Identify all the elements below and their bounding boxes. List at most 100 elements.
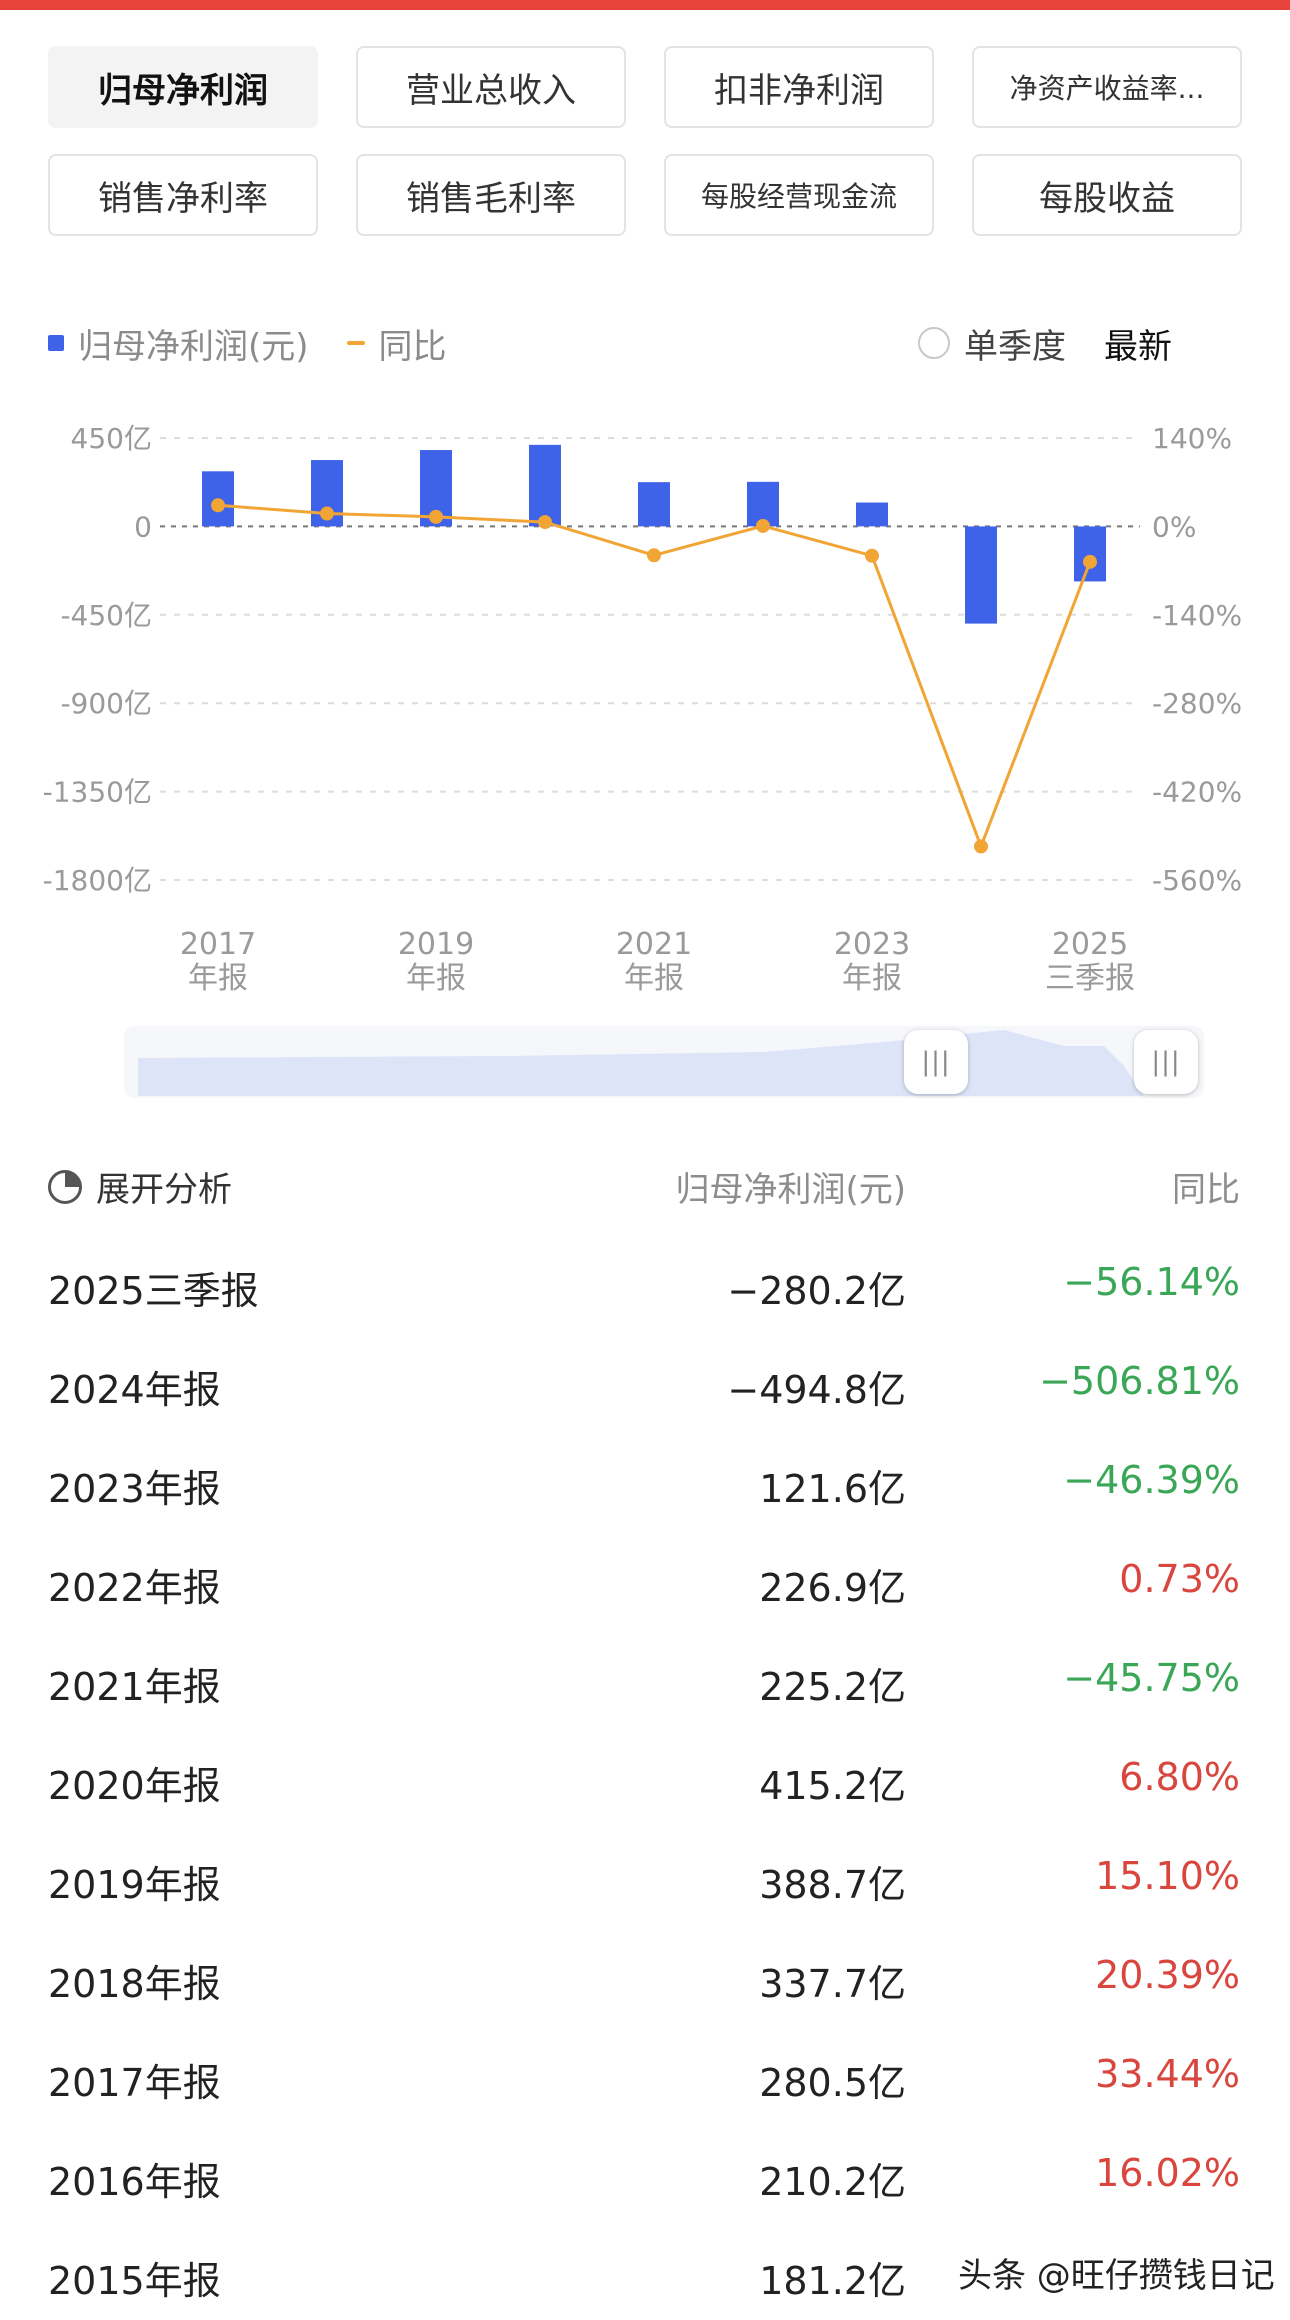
x-tick-year: 2025 bbox=[1052, 927, 1128, 962]
x-tick-year: 2021 bbox=[616, 927, 692, 962]
row-period: 2017年报 bbox=[48, 2061, 221, 2105]
row-period: 2016年报 bbox=[48, 2160, 221, 2204]
row-yoy: 0.73% bbox=[1119, 1557, 1240, 1601]
slider-preview bbox=[138, 1030, 1144, 1096]
row-period: 2022年报 bbox=[48, 1566, 221, 1610]
row-period: 2018年报 bbox=[48, 1962, 221, 2006]
single-quarter-radio[interactable] bbox=[918, 327, 950, 359]
tab-net-margin[interactable]: 销售净利率 bbox=[48, 154, 318, 236]
bar-legend-label: 归母净利润(元) bbox=[78, 326, 309, 367]
row-period: 2025三季报 bbox=[48, 1269, 259, 1313]
x-tick-year: 2023 bbox=[834, 927, 910, 962]
row-yoy: 6.80% bbox=[1119, 1755, 1240, 1799]
profit-bar bbox=[529, 444, 561, 527]
y-left-tick-label: -900亿 bbox=[60, 687, 152, 720]
yoy-point bbox=[865, 548, 879, 563]
single-quarter-label[interactable]: 单季度 bbox=[964, 326, 1066, 367]
tab-gross-margin[interactable]: 销售毛利率 bbox=[356, 154, 626, 236]
y-right-tick-label: 0% bbox=[1152, 510, 1196, 543]
x-tick-year: 2017 bbox=[180, 927, 256, 962]
range-slider[interactable]: ||| ||| bbox=[124, 1026, 1204, 1098]
table-row: 2019年报 388.7亿 15.10% bbox=[48, 1830, 1240, 1920]
yoy-point bbox=[1083, 554, 1097, 569]
table-row: 2015年报 181.2亿 bbox=[48, 2226, 1240, 2316]
row-yoy: −45.75% bbox=[1063, 1656, 1240, 1700]
row-yoy: −506.81% bbox=[1039, 1359, 1240, 1403]
y-right-tick-label: 140% bbox=[1152, 422, 1232, 455]
row-value: 280.5亿 bbox=[759, 2061, 906, 2105]
tab-roe[interactable]: 净资产收益率... bbox=[972, 46, 1242, 128]
table-row: 2022年报 226.9亿 0.73% bbox=[48, 1533, 1240, 1623]
profit-bar bbox=[1074, 526, 1106, 582]
table-row: 2024年报 −494.8亿 −506.81% bbox=[48, 1335, 1240, 1425]
tab-revenue[interactable]: 营业总收入 bbox=[356, 46, 626, 128]
row-value: −280.2亿 bbox=[727, 1269, 906, 1313]
yoy-point bbox=[211, 498, 225, 513]
yoy-point bbox=[429, 509, 443, 524]
tab-eps[interactable]: 每股收益 bbox=[972, 154, 1242, 236]
row-yoy: 20.39% bbox=[1095, 1953, 1240, 1997]
tab-deducted-net-profit[interactable]: 扣非净利润 bbox=[664, 46, 934, 128]
row-yoy: 16.02% bbox=[1095, 2151, 1240, 2195]
y-left-tick-label: 0 bbox=[134, 510, 152, 543]
yoy-point bbox=[756, 518, 770, 533]
x-tick-label: 年报 bbox=[624, 961, 684, 996]
chart-legend: 归母净利润(元) 同比 bbox=[48, 318, 447, 368]
row-value: 210.2亿 bbox=[759, 2160, 906, 2204]
y-right-tick-label: -560% bbox=[1152, 864, 1242, 897]
row-value: −494.8亿 bbox=[727, 1368, 906, 1412]
bar-legend-swatch bbox=[48, 335, 64, 351]
line-legend-label: 同比 bbox=[378, 326, 447, 367]
table-row: 2023年报 121.6亿 −46.39% bbox=[48, 1434, 1240, 1524]
row-value: 225.2亿 bbox=[759, 1665, 906, 1709]
yoy-column-header: 同比 bbox=[1172, 1170, 1240, 1210]
row-value: 226.9亿 bbox=[759, 1566, 906, 1610]
table-row: 2017年报 280.5亿 33.44% bbox=[48, 2028, 1240, 2118]
period-options: 单季度 最新 bbox=[918, 318, 1172, 368]
y-right-tick-label: -280% bbox=[1152, 687, 1242, 720]
row-yoy: 33.44% bbox=[1095, 2052, 1240, 2096]
row-period: 2019年报 bbox=[48, 1863, 221, 1907]
value-column-header: 归母净利润(元) bbox=[675, 1170, 906, 1210]
row-value: 388.7亿 bbox=[759, 1863, 906, 1907]
table-row: 2025三季报 −280.2亿 −56.14% bbox=[48, 1236, 1240, 1326]
net-profit-chart: 450亿 140% 0 0% -450亿 -140% -900亿 -280% -1350亿 -42… bbox=[43, 422, 1243, 996]
yoy-point bbox=[647, 548, 661, 563]
y-left-tick-label: -1800亿 bbox=[43, 864, 152, 897]
row-value: 337.7亿 bbox=[759, 1962, 906, 2006]
yoy-point bbox=[320, 506, 334, 521]
row-value: 121.6亿 bbox=[759, 1467, 906, 1511]
yoy-point bbox=[538, 515, 552, 530]
row-period: 2020年报 bbox=[48, 1764, 221, 1808]
profit-bar bbox=[856, 502, 888, 527]
x-tick-label: 年报 bbox=[842, 961, 902, 996]
table-row: 2018年报 337.7亿 20.39% bbox=[48, 1929, 1240, 2019]
row-yoy: −46.39% bbox=[1063, 1458, 1240, 1502]
y-left-tick-label: -1350亿 bbox=[43, 776, 152, 809]
watermark: 头条 @旺仔攒钱日记 bbox=[958, 2248, 1275, 2297]
pie-chart-icon bbox=[48, 1169, 82, 1204]
row-period: 2023年报 bbox=[48, 1467, 221, 1511]
x-tick-label: 年报 bbox=[406, 961, 466, 996]
x-tick-year: 2019 bbox=[398, 927, 474, 962]
table-row: 2016年报 210.2亿 16.02% bbox=[48, 2127, 1240, 2217]
row-value: 415.2亿 bbox=[759, 1764, 906, 1808]
row-period: 2015年报 bbox=[48, 2259, 221, 2303]
tab-net-profit[interactable]: 归母净利润 bbox=[48, 46, 318, 128]
line-legend-swatch bbox=[346, 341, 365, 345]
profit-bar bbox=[638, 482, 670, 527]
x-tick-label: 三季报 bbox=[1045, 961, 1135, 996]
row-period: 2024年报 bbox=[48, 1368, 221, 1412]
table-row: 2020年报 415.2亿 6.80% bbox=[48, 1731, 1240, 1821]
y-right-tick-label: -420% bbox=[1152, 776, 1242, 809]
table-header: 展开分析 归母净利润(元) 同比 bbox=[48, 1152, 1240, 1216]
row-yoy: −56.14% bbox=[1063, 1260, 1240, 1304]
tab-operating-cashflow-per-share[interactable]: 每股经营现金流 bbox=[664, 154, 934, 236]
expand-analysis-label: 展开分析 bbox=[96, 1170, 232, 1210]
expand-analysis-button[interactable]: 展开分析 bbox=[48, 1162, 232, 1211]
yoy-point bbox=[974, 839, 988, 854]
slider-left-handle[interactable]: ||| bbox=[904, 1030, 968, 1094]
slider-right-handle[interactable]: ||| bbox=[1134, 1030, 1198, 1094]
latest-button[interactable]: 最新 bbox=[1104, 326, 1172, 367]
x-tick-label: 年报 bbox=[188, 961, 248, 996]
